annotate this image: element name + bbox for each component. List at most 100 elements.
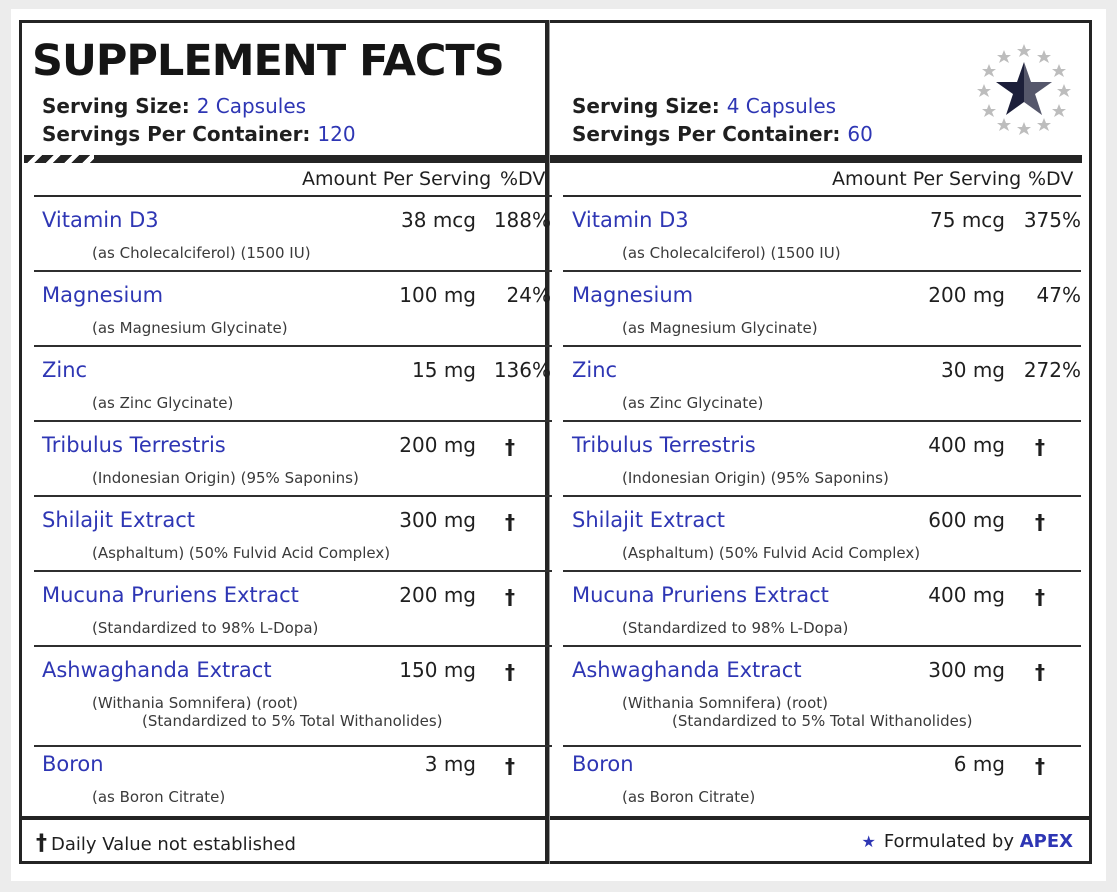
nutrient-source: (Withania Somnifera) (root) (622, 694, 828, 712)
amount-per-serving: 3 mg (424, 752, 476, 776)
amount-per-serving: 15 mg (412, 358, 476, 382)
serving-size-value: 2 Capsules (196, 94, 307, 118)
label-background (11, 9, 1106, 881)
nutrient-source: (as Cholecalciferol) (1500 IU) (92, 244, 311, 262)
daily-value-percent: 375% (1023, 208, 1081, 232)
amount-per-serving: 400 mg (928, 433, 1005, 457)
formulated-text: Formulated by (883, 831, 1014, 852)
daily-value-percent: † (1035, 585, 1045, 609)
nutrient-name: Tribulus Terrestris (42, 433, 226, 457)
right-servings-per-container: Servings Per Container: 60 (572, 122, 873, 146)
daily-value-percent: † (505, 585, 515, 609)
footnote-text: Daily Value not established (51, 834, 296, 855)
column-divider (545, 20, 549, 864)
header-rule-left (94, 155, 545, 163)
servings-label: Servings Per Container: (42, 122, 311, 146)
amount-per-serving: 75 mcg (930, 208, 1005, 232)
daily-value-percent: 188% (493, 208, 551, 232)
nutrient-name: Vitamin D3 (572, 208, 689, 232)
amount-per-serving: 30 mg (941, 358, 1005, 382)
column-header-rule-right (563, 195, 1081, 197)
amount-per-serving: 400 mg (928, 583, 1005, 607)
nutrient-name: Vitamin D3 (42, 208, 159, 232)
nutrient-source: (as Zinc Glycinate) (92, 394, 234, 412)
nutrient-source: (as Magnesium Glycinate) (92, 319, 288, 337)
footer-rule-left (22, 816, 545, 820)
nutrient-source: (Standardized to 98% L-Dopa) (92, 619, 319, 637)
amount-per-serving: 100 mg (399, 283, 476, 307)
nutrient-name: Magnesium (572, 283, 694, 307)
header-rule-right (550, 155, 1082, 163)
nutrient-source: (Standardized to 5% Total Withanolides) (672, 712, 973, 730)
nutrient-source: (as Zinc Glycinate) (622, 394, 764, 412)
amount-per-serving: 300 mg (399, 508, 476, 532)
amount-per-serving: 150 mg (399, 658, 476, 682)
left-servings-per-container: Servings Per Container: 120 (42, 122, 356, 146)
row-separator (563, 270, 1081, 272)
nutrient-source: (as Boron Citrate) (92, 788, 226, 806)
nutrient-name: Tribulus Terrestris (572, 433, 756, 457)
daily-value-percent: 24% (506, 283, 551, 307)
daily-value-percent: † (1035, 510, 1045, 534)
nutrient-source: (Standardized to 5% Total Withanolides) (142, 712, 443, 730)
facts-panel-frame (19, 20, 1092, 864)
serving-size-label: Serving Size: (572, 94, 720, 118)
hatch-accent (24, 155, 94, 163)
nutrient-name: Ashwaghanda Extract (572, 658, 802, 682)
row-separator (34, 495, 552, 497)
row-separator (34, 745, 552, 747)
row-separator (34, 270, 552, 272)
nutrient-source: (Asphaltum) (50% Fulvid Acid Complex) (622, 544, 921, 562)
footer-rule-right (550, 816, 1089, 820)
nutrient-name: Mucuna Pruriens Extract (42, 583, 299, 607)
serving-size-value: 4 Capsules (726, 94, 837, 118)
amount-per-serving: 200 mg (399, 583, 476, 607)
right-amount-header: Amount Per Serving (832, 168, 1022, 190)
daily-value-percent: † (1035, 754, 1045, 778)
column-header-rule-left (34, 195, 552, 197)
star-logo-icon (977, 44, 1071, 135)
left-amount-header: Amount Per Serving (302, 168, 492, 190)
amount-per-serving: 38 mcg (401, 208, 476, 232)
daily-value-percent: 136% (493, 358, 551, 382)
daily-value-percent: 47% (1036, 283, 1081, 307)
daily-value-percent: † (1035, 660, 1045, 684)
daily-value-percent: † (505, 510, 515, 534)
dagger-icon: † (36, 831, 47, 856)
brand-name: APEX (1019, 831, 1073, 852)
row-separator (563, 745, 1081, 747)
row-separator (563, 345, 1081, 347)
daily-value-percent: † (505, 754, 515, 778)
nutrient-name: Zinc (572, 358, 618, 382)
footnote: † Daily Value not established (36, 831, 296, 856)
nutrient-name: Shilajit Extract (42, 508, 195, 532)
nutrient-name: Magnesium (42, 283, 164, 307)
nutrient-source: (Asphaltum) (50% Fulvid Acid Complex) (92, 544, 391, 562)
row-separator (34, 345, 552, 347)
formulated-by: ★ Formulated by APEX (861, 831, 1073, 852)
row-separator (563, 420, 1081, 422)
nutrient-source: (as Magnesium Glycinate) (622, 319, 818, 337)
right-serving-size: Serving Size: 4 Capsules (572, 94, 836, 118)
column-divider-inner (549, 20, 550, 864)
row-separator (34, 570, 552, 572)
star-icon: ★ (861, 832, 876, 851)
row-separator (34, 420, 552, 422)
amount-per-serving: 6 mg (953, 752, 1005, 776)
nutrient-source: (as Cholecalciferol) (1500 IU) (622, 244, 841, 262)
nutrient-name: Shilajit Extract (572, 508, 725, 532)
nutrient-name: Boron (42, 752, 104, 776)
daily-value-percent: 272% (1023, 358, 1081, 382)
nutrient-source: (Standardized to 98% L-Dopa) (622, 619, 849, 637)
nutrient-name: Zinc (42, 358, 88, 382)
row-separator (563, 495, 1081, 497)
amount-per-serving: 200 mg (399, 433, 476, 457)
amount-per-serving: 300 mg (928, 658, 1005, 682)
servings-value: 120 (317, 122, 356, 146)
daily-value-percent: † (505, 660, 515, 684)
servings-value: 60 (847, 122, 873, 146)
nutrient-source: (Indonesian Origin) (95% Saponins) (92, 469, 359, 487)
row-separator (563, 570, 1081, 572)
row-separator (563, 645, 1081, 647)
nutrient-source: (Withania Somnifera) (root) (92, 694, 298, 712)
